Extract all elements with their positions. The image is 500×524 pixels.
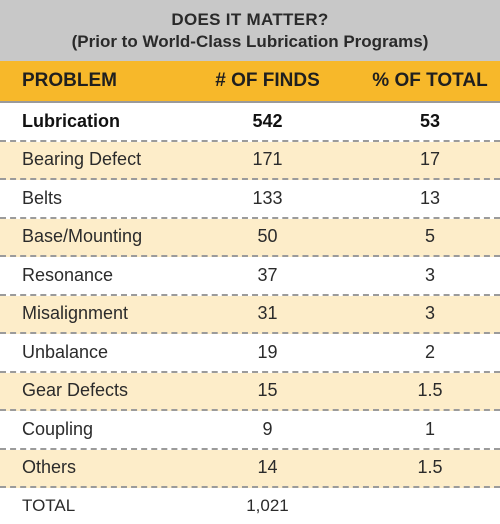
table-row: Coupling 9 1 [0, 411, 500, 450]
cell-percent: 53 [419, 110, 441, 131]
cell-problem: Misalignment [22, 303, 129, 324]
cell-finds: 133 [252, 187, 283, 208]
table-header-row: PROBLEM # OF FINDS % OF TOTAL [0, 61, 500, 103]
total-label: TOTAL [22, 496, 76, 515]
cell-percent: 1.5 [417, 380, 443, 401]
table-subtitle: (Prior to World-Class Lubrication Progra… [71, 31, 429, 51]
table-total-row: TOTAL 1,021 [0, 488, 500, 524]
cell-percent: 3 [424, 264, 435, 285]
cell-finds: 19 [257, 341, 278, 362]
cell-finds: 542 [252, 110, 283, 131]
table-body: Lubrication 542 53 Bearing Defect 171 17 Belts… [0, 103, 500, 488]
cell-percent: 1.5 [417, 457, 443, 478]
cell-finds: 15 [257, 380, 278, 401]
cell-problem: Others [22, 457, 77, 478]
cell-problem: Lubrication [22, 110, 120, 131]
table-row: Base/Mounting 50 5 [0, 218, 500, 257]
table-title-band: DOES IT MATTER? (Prior to World-Class Lu… [0, 0, 500, 61]
cell-problem: Coupling [22, 418, 94, 439]
cell-finds: 14 [257, 457, 278, 478]
table-row: Misalignment 31 3 [0, 295, 500, 334]
cell-problem: Belts [22, 187, 63, 208]
cell-problem: Resonance [22, 264, 114, 285]
cell-finds: 9 [262, 418, 273, 439]
table-row: Resonance 37 3 [0, 257, 500, 296]
column-header-percent: % OF TOTAL [372, 70, 488, 91]
cell-finds: 31 [257, 303, 278, 324]
table-title: DOES IT MATTER? [171, 9, 329, 29]
table-row: Unbalance 19 2 [0, 334, 500, 373]
column-header-problem: PROBLEM [22, 70, 117, 91]
cell-problem: Base/Mounting [22, 226, 143, 247]
cell-percent: 2 [424, 341, 435, 362]
cell-percent: 17 [419, 149, 441, 170]
table-row: Others 14 1.5 [0, 449, 500, 488]
cell-percent: 13 [419, 187, 441, 208]
cell-finds: 50 [257, 226, 278, 247]
cell-percent: 3 [424, 303, 435, 324]
table-row: Bearing Defect 171 17 [0, 141, 500, 180]
table-row: Lubrication 542 53 [0, 103, 500, 142]
cell-problem: Gear Defects [22, 380, 129, 401]
column-header-finds: # OF FINDS [215, 70, 320, 91]
cell-problem: Unbalance [22, 341, 109, 362]
cell-finds: 171 [252, 149, 283, 170]
total-finds: 1,021 [246, 496, 289, 515]
cell-percent: 1 [424, 418, 435, 439]
cell-percent: 5 [424, 226, 435, 247]
cell-problem: Bearing Defect [22, 149, 142, 170]
cell-finds: 37 [257, 264, 278, 285]
table-row: Gear Defects 15 1.5 [0, 372, 500, 411]
table-row: Belts 133 13 [0, 180, 500, 219]
